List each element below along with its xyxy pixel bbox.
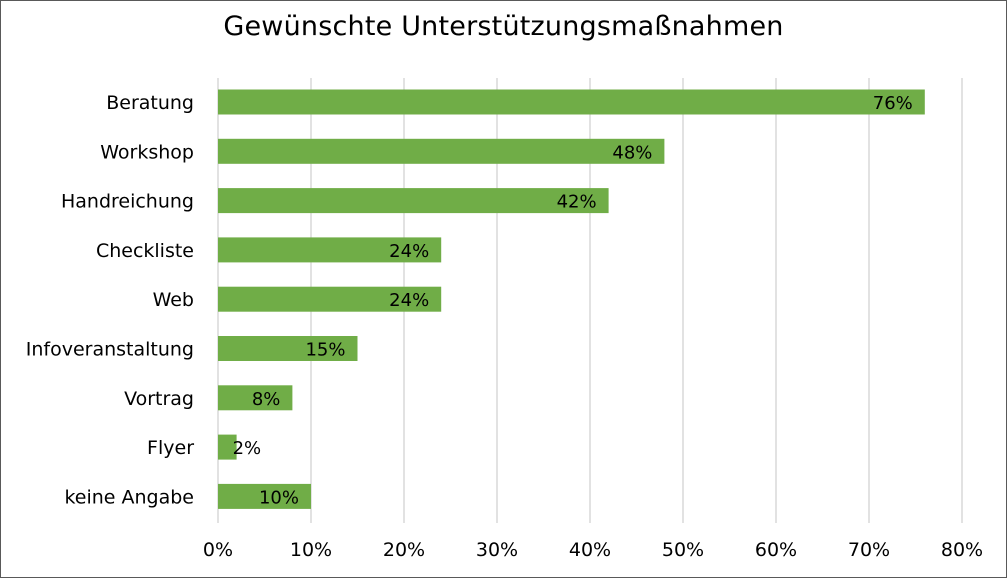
category-label: Beratung [106, 92, 194, 114]
category-label: Web [153, 289, 194, 311]
data-label: 76% [873, 93, 913, 114]
data-label: 8% [252, 389, 281, 410]
bar [218, 138, 665, 164]
bar [218, 286, 442, 312]
category-label: keine Angabe [64, 486, 194, 508]
x-tick-label: 50% [662, 539, 704, 561]
x-tick-label: 10% [290, 539, 332, 561]
x-tick-label: 40% [569, 539, 611, 561]
category-label: Vortrag [124, 388, 194, 410]
x-tick-label: 70% [848, 539, 890, 561]
data-label: 48% [612, 142, 652, 163]
data-label: 24% [389, 290, 429, 311]
bar [218, 385, 293, 411]
x-tick-label: 20% [383, 539, 425, 561]
bar [218, 336, 358, 361]
data-label: 10% [259, 487, 299, 508]
data-label: 15% [305, 340, 345, 361]
bar [218, 434, 237, 460]
x-tick-label: 0% [203, 539, 233, 561]
bar [218, 89, 925, 115]
x-tick-label: 30% [476, 539, 518, 561]
bar [218, 483, 311, 509]
data-labels: 76% 48% 42% 24% 24% 15% 8% 2% 10% [233, 93, 913, 508]
bar [218, 237, 442, 263]
x-tick-labels: 0% 10% 20% 30% 40% 50% 60% 70% 80% [203, 539, 983, 561]
category-label: Workshop [100, 141, 194, 163]
data-label: 42% [557, 192, 597, 213]
bar [218, 188, 609, 214]
x-tick-label: 80% [941, 539, 983, 561]
category-label: Handreichung [61, 191, 194, 213]
bars [218, 89, 925, 509]
x-tick-label: 60% [755, 539, 797, 561]
category-label: Infoveranstaltung [26, 339, 194, 361]
data-label: 24% [389, 241, 429, 262]
chart-title: Gewünschte Unterstützungsmaßnahmen [223, 11, 784, 42]
category-label: Flyer [147, 437, 194, 459]
data-label: 2% [233, 438, 262, 459]
category-label: Checkliste [96, 240, 194, 262]
category-labels: Beratung Workshop Handreichung Checkliste We… [26, 92, 194, 508]
